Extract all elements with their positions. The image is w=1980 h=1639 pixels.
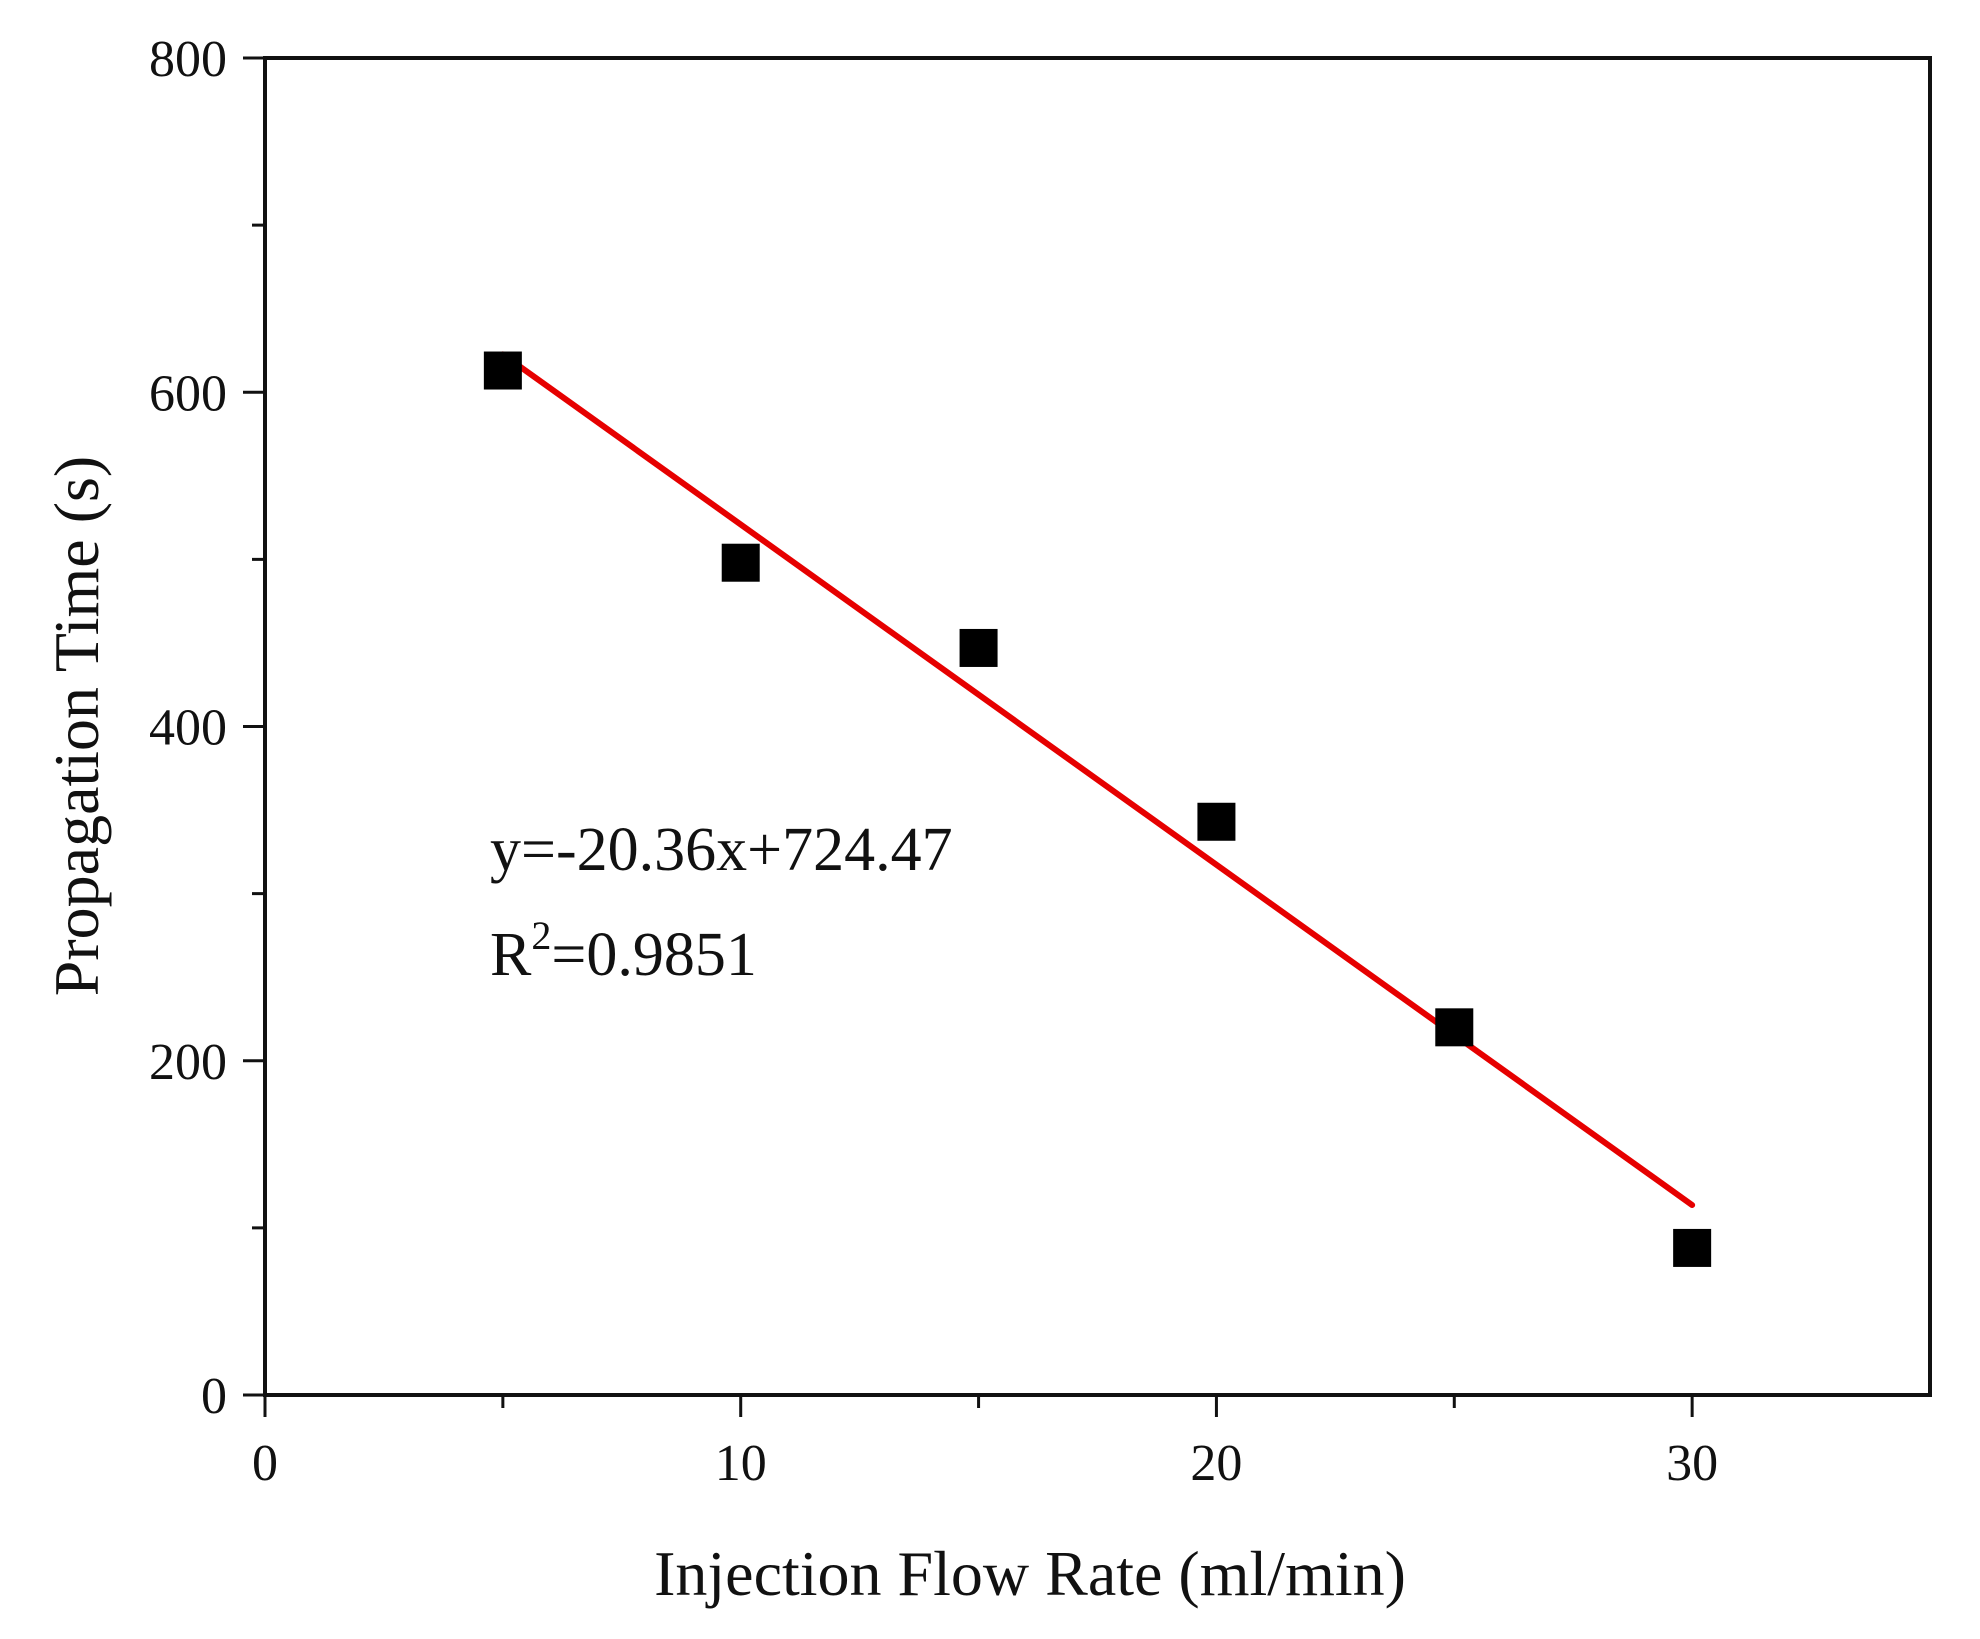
fit-line xyxy=(499,351,1696,1209)
data-point xyxy=(721,543,760,582)
x-tick-label: 20 xyxy=(1190,1435,1242,1492)
y-tick-label: 600 xyxy=(149,365,227,422)
data-point xyxy=(1673,1228,1712,1267)
r-squared-prefix: R xyxy=(490,921,532,989)
data-point xyxy=(1197,802,1236,841)
x-tick-label: 0 xyxy=(252,1435,278,1492)
fit-line-group xyxy=(499,351,1696,1209)
data-point xyxy=(959,628,998,667)
fit-equation-label: y=-20.36x+724.47 xyxy=(490,816,953,884)
y-tick-label: 0 xyxy=(201,1368,227,1425)
y-tick-label: 800 xyxy=(149,31,227,88)
r-squared-superscript: 2 xyxy=(531,913,551,958)
data-points xyxy=(483,351,1712,1267)
data-point xyxy=(483,351,522,390)
x-tick-label: 10 xyxy=(715,1435,767,1492)
y-tick-label: 400 xyxy=(149,700,227,757)
x-axis-title: Injection Flow Rate (ml/min) xyxy=(654,1538,1406,1609)
data-point xyxy=(1435,1008,1474,1047)
y-axis-title: Propagation Time (s) xyxy=(41,456,112,996)
y-tick-label: 200 xyxy=(149,1034,227,1091)
r-squared-label: R2=0.9851 xyxy=(490,913,757,989)
x-tick-label: 30 xyxy=(1666,1435,1718,1492)
ticks: 0 10 20 30 0 200 400 600 800 xyxy=(149,31,1718,1492)
r-squared-value: =0.9851 xyxy=(551,921,756,989)
